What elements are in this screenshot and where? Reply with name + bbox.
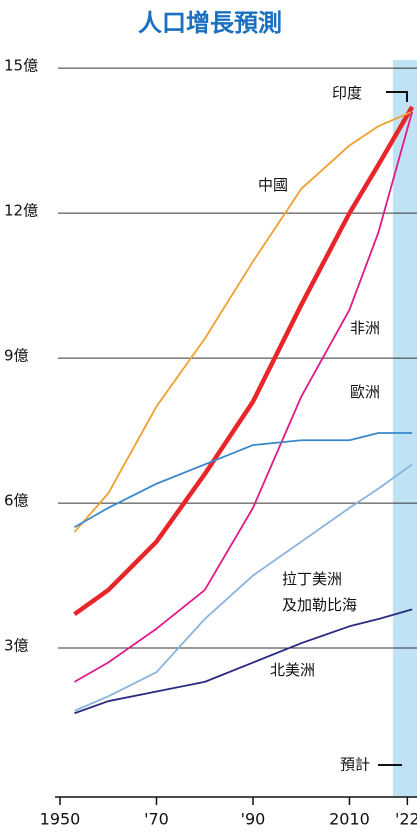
series-label: 中國 — [258, 176, 289, 194]
y-tick-label: 15億 — [4, 57, 38, 75]
series-line — [73, 110, 413, 533]
series-line — [74, 463, 413, 712]
chart-title: 人口增長預測 — [138, 9, 282, 37]
series-line — [74, 111, 414, 683]
x-tick-label: '90 — [241, 810, 266, 829]
y-tick-label: 9億 — [4, 347, 29, 365]
y-tick-label: 3億 — [4, 637, 29, 655]
series-label: 非洲 — [350, 319, 381, 337]
y-tick-label: 6億 — [4, 492, 29, 510]
series-label: 拉丁美洲 及加勒比海 — [282, 570, 358, 614]
series-line — [74, 432, 413, 529]
label-leader — [386, 91, 408, 102]
x-tick-label: '70 — [144, 810, 169, 829]
series-label: 印度 — [332, 84, 363, 102]
projection-band — [392, 60, 417, 797]
series-label: 歐洲 — [350, 383, 381, 401]
series-line — [74, 608, 413, 715]
background — [58, 60, 417, 797]
y-tick-label: 12億 — [4, 202, 38, 220]
projection-label: 預計 — [340, 756, 370, 774]
x-tick-label: '22 — [395, 810, 417, 829]
series-label: 北美洲 — [270, 661, 316, 679]
x-tick-label: 2010 — [329, 810, 370, 829]
x-tick-label: 1950 — [40, 810, 81, 829]
series-line — [73, 105, 415, 617]
